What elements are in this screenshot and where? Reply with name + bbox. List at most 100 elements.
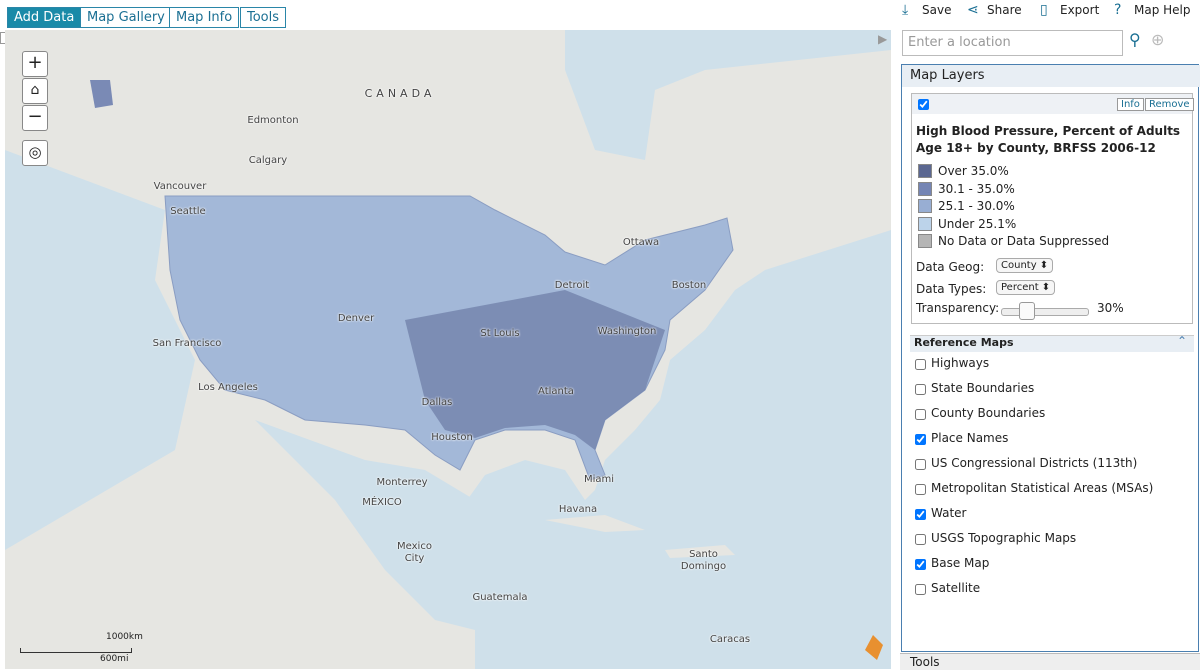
panel: [901, 64, 1199, 652]
reference-label[interactable]: Water: [931, 506, 967, 520]
place-label: Vancouver: [153, 181, 207, 192]
place-label: Dallas: [421, 397, 453, 408]
control-label: Data Geog:: [916, 260, 985, 274]
reference-checkbox[interactable]: [915, 384, 926, 395]
reference-label[interactable]: Highways: [931, 356, 990, 370]
reference-title: Reference Maps: [914, 336, 1014, 349]
layer-checkbox[interactable]: [918, 99, 929, 110]
legend-label: Over 35.0%: [938, 164, 1009, 178]
tab[interactable]: Map Gallery: [80, 7, 172, 28]
tab[interactable]: Tools: [240, 7, 287, 28]
place-label: Seattle: [170, 206, 206, 217]
legend-swatch: [918, 199, 932, 213]
toolbar-icon[interactable]: ⋖: [967, 2, 979, 18]
place-label: Denver: [337, 313, 375, 324]
reference-label[interactable]: County Boundaries: [931, 406, 1046, 420]
home[interactable]: ⌂: [22, 78, 48, 104]
hudson-bay: [565, 30, 705, 150]
slider-thumb[interactable]: [1019, 302, 1035, 320]
place-label: Edmonton: [247, 115, 299, 126]
legend-swatch: [918, 216, 932, 231]
scale-label: 1000km: [106, 632, 143, 642]
logo: [865, 635, 883, 660]
reference-checkbox[interactable]: [915, 509, 926, 520]
layer-title: High Blood Pressure, Percent of Adults A…: [916, 124, 1181, 155]
place-label: Los Angeles: [198, 382, 258, 393]
place-label: Calgary: [248, 155, 288, 166]
map[interactable]: [5, 30, 891, 669]
reference-label[interactable]: Satellite: [931, 581, 981, 595]
legend-label: Under 25.1%: [938, 216, 1017, 231]
reference-checkbox[interactable]: [915, 534, 926, 545]
caret[interactable]: ⌃: [1177, 334, 1188, 348]
layer-button[interactable]: Info: [1117, 98, 1144, 111]
control-label: Data Types:: [916, 282, 987, 296]
gulf: [255, 420, 891, 669]
toolbar-button[interactable]: Save: [922, 3, 952, 17]
reference-label[interactable]: USGS Topographic Maps: [931, 531, 1077, 545]
legend-label: 30.1 - 35.0%: [938, 181, 1015, 196]
collapse-arrow[interactable]: ▶: [878, 32, 888, 46]
reference-checkbox[interactable]: [915, 584, 926, 595]
slider-track: [1001, 308, 1089, 316]
place-label: Miami: [583, 474, 615, 485]
place-label: San Francisco: [152, 338, 222, 349]
search-input[interactable]: Enter a location: [902, 30, 1123, 56]
place-label: Mexico City: [397, 541, 432, 564]
place-label: CANADA: [364, 87, 436, 100]
scale-bar: [20, 648, 132, 653]
place-label: Boston: [671, 280, 707, 291]
reference-label[interactable]: Metropolitan Statistical Areas (MSAs): [931, 481, 1154, 495]
choropleth-alaska: [90, 80, 113, 108]
tools-title[interactable]: Tools: [910, 655, 940, 669]
transparency-value: 30%: [1097, 301, 1124, 315]
zoom-out[interactable]: −: [22, 105, 48, 131]
place-label: Guatemala: [472, 592, 528, 603]
tab[interactable]: Map Info: [169, 7, 240, 28]
place-label: Havana: [558, 504, 598, 515]
legend-swatch: [918, 181, 932, 196]
reference-label[interactable]: State Boundaries: [931, 381, 1035, 395]
reference-checkbox[interactable]: [915, 484, 926, 495]
add-icon[interactable]: ⊕: [1151, 30, 1165, 49]
place-label: Caracas: [709, 634, 751, 645]
reference-label[interactable]: Place Names: [931, 431, 1009, 445]
place-label: Monterrey: [376, 477, 428, 488]
control-select[interactable]: Percent ⬍: [996, 280, 1056, 295]
legend-swatch: [918, 234, 932, 248]
reference-checkbox[interactable]: [915, 409, 926, 420]
layer-box: [911, 93, 1193, 324]
transparency-label: Transparency:: [916, 301, 1000, 315]
islands: [545, 515, 735, 558]
choropleth-southeast: [405, 290, 665, 450]
place-label: Atlanta: [538, 386, 574, 397]
place-label: Santo Domingo: [680, 549, 727, 572]
legend-label: 25.1 - 30.0%: [938, 199, 1015, 213]
toolbar-icon[interactable]: ?: [1114, 2, 1122, 18]
scale-label: 600mi: [100, 654, 129, 664]
reference-checkbox[interactable]: [915, 434, 926, 445]
reference-checkbox[interactable]: [915, 459, 926, 470]
legend-label: No Data or Data Suppressed: [938, 234, 1110, 248]
control-select[interactable]: County ⬍: [996, 258, 1054, 273]
toolbar-icon[interactable]: ⤓: [902, 2, 909, 18]
panel-title: Map Layers: [902, 65, 1200, 87]
reference-label[interactable]: Base Map: [931, 556, 990, 570]
toolbar-button[interactable]: Map Help: [1134, 3, 1191, 17]
layer-button[interactable]: Remove: [1145, 98, 1194, 111]
zoom-in[interactable]: +: [22, 51, 48, 77]
tools-bar: [900, 653, 1200, 670]
toolbar-button[interactable]: Export: [1060, 3, 1100, 17]
legend-swatch: [918, 164, 932, 178]
locate[interactable]: ◎: [22, 140, 48, 166]
place-label: Detroit: [554, 280, 590, 291]
tab[interactable]: Add Data: [7, 7, 82, 28]
search-icon[interactable]: ⚲: [1129, 30, 1141, 49]
reference-checkbox[interactable]: [915, 559, 926, 570]
toolbar-icon[interactable]: ▯: [1040, 2, 1048, 18]
reference-checkbox[interactable]: [915, 359, 926, 370]
place-label: St Louis: [480, 328, 520, 339]
reference-label[interactable]: US Congressional Districts (113th): [931, 456, 1138, 470]
toolbar-button[interactable]: Share: [987, 3, 1022, 17]
